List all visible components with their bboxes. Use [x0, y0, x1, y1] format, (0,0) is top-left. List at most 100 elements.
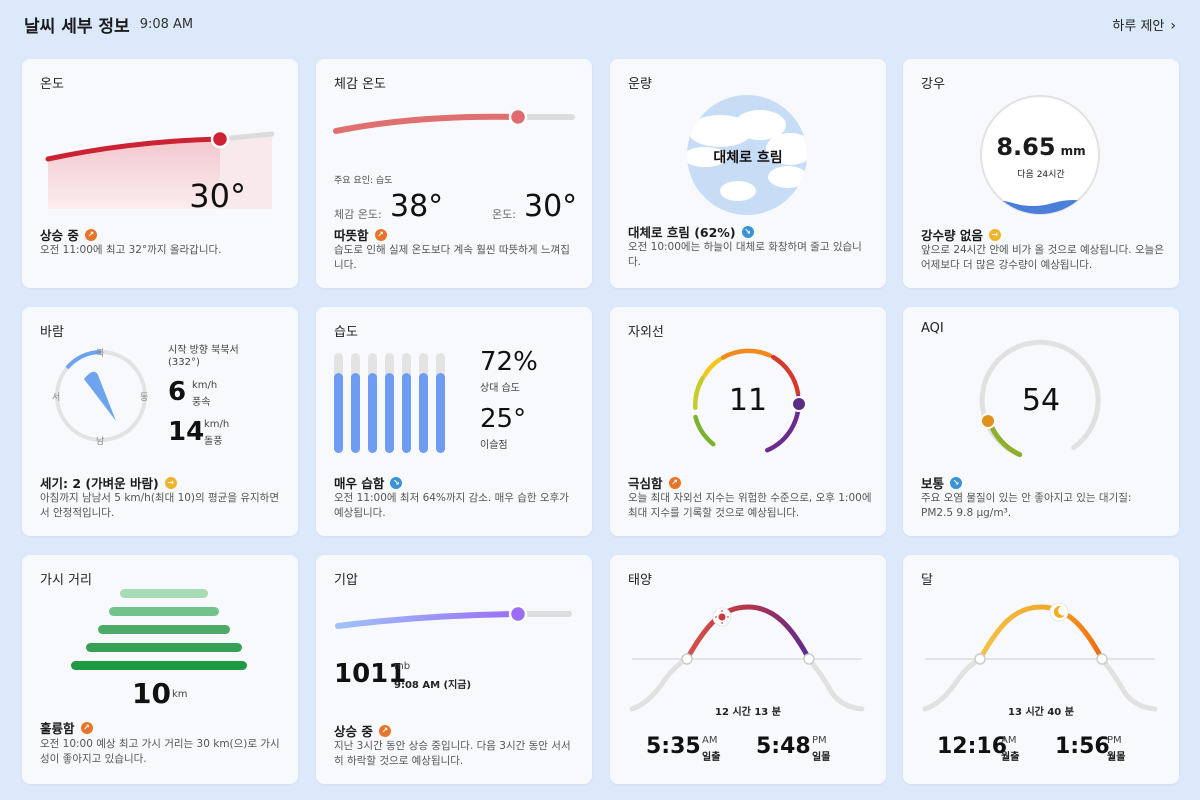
trend-flat-icon: →	[164, 476, 177, 489]
moonrise-label: 월출	[1001, 752, 1020, 763]
card-headline: 세기: 2 (가벼운 바람) →	[40, 473, 177, 492]
pressure-chart	[335, 604, 572, 629]
wind-gust-value: 14	[168, 417, 205, 447]
aqi-value: 54	[1021, 383, 1061, 418]
dew-point-value: 25°	[480, 404, 527, 434]
headline-text: 극심함	[628, 476, 663, 491]
wind-arrow-icon	[84, 371, 116, 421]
compass-south: 남	[96, 437, 105, 447]
humidity-card[interactable]: 습도 72% 상대 습도 25° 이슬점 매우 습함 ↘ 오전 11:00에 최저…	[316, 307, 592, 536]
wind-card[interactable]: 바람 북 남 동 서 시작 방향 북북서 (332°) 6 km/h 풍속 14…	[22, 307, 298, 536]
card-description: 오전 10:00 예상 최고 가시 거리는 30 km(으)로 가시성이 좋아지…	[40, 738, 280, 765]
visibility-unit: km	[172, 689, 188, 700]
sunset-time: 5:48	[756, 734, 811, 759]
visibility-bar	[120, 589, 208, 598]
card-title: 가시 거리	[40, 573, 92, 588]
aqi-card[interactable]: AQI 54 보통 ↘ 주요 오염 물질이 있는 안 좋아지고 있는 대기질: P…	[903, 307, 1179, 536]
sunrise-ampm: AM	[702, 735, 718, 746]
moon-card[interactable]: 달 13 시간 40 분 12:16 AM 월출 1:56 PM 월몰	[903, 555, 1179, 784]
moonrise-marker	[974, 653, 986, 665]
rainfall-graphic	[980, 95, 1100, 215]
headline-text: 대체로 흐림 (62%)	[628, 225, 736, 240]
chevron-right-icon: ›	[1170, 17, 1176, 34]
card-description: 오전 10:00에는 하늘이 대체로 화창하며 줄고 있습니다.	[628, 241, 862, 268]
moonrise-time: 12:16	[937, 734, 1008, 759]
moon-path-chart	[922, 602, 1158, 712]
card-title: 강우	[921, 77, 945, 92]
sun-card[interactable]: 태양 12 시간 13 분 5:35 AM 일출 5:48 PM 일몰	[610, 555, 886, 784]
feels-like-value: 38°	[390, 189, 444, 224]
card-description: 오전 11:00에 최고 32°까지 올라갑니다.	[40, 244, 222, 256]
actual-temp-label: 온도:	[492, 208, 516, 221]
daily-suggestion-label: 하루 제안	[1112, 18, 1165, 34]
wind-direction-arc	[65, 349, 102, 370]
rainfall-card[interactable]: 강우 8.65 mm 다음 24시간 강수량 없음 → 앞으로 24시간 안에 비…	[903, 59, 1179, 288]
humidity-value: 72%	[480, 347, 538, 377]
visibility-card[interactable]: 가시 거리 10 km 훌륭함 ↗ 오전 10:00 예상 최고 가시 거리는 3…	[22, 555, 298, 784]
card-headline: 보통 ↘	[921, 473, 963, 492]
wind-direction-text: 시작 방향 북북서	[168, 345, 239, 356]
headline-text: 따뜻함	[334, 228, 369, 243]
wind-gust-label: 돌풍	[204, 436, 223, 447]
card-description: 아침까지 남남서 5 km/h(최대 10)의 평균을 유지하면서 안정적입니다…	[40, 492, 279, 519]
trend-down-icon: ↘	[741, 225, 754, 238]
card-title: AQI	[921, 321, 944, 336]
cloud-center-label: 대체로 흐림	[713, 150, 783, 166]
card-headline: 상승 중 ↗	[40, 225, 97, 244]
temperature-line	[45, 136, 223, 162]
card-headline: 강수량 없음 →	[921, 225, 1001, 244]
trend-down-icon: ↘	[390, 476, 403, 489]
temperature-chart	[45, 129, 275, 209]
temperature-area-future	[220, 134, 272, 209]
compass-west: 서	[52, 393, 61, 403]
header-time: 9:08 AM	[139, 16, 194, 32]
moon-path-visible	[977, 604, 1105, 661]
pressure-unit: mb	[394, 661, 411, 672]
sunrise-time: 5:35	[646, 734, 701, 759]
headline-text: 강수량 없음	[921, 228, 983, 243]
sun-path-night	[629, 656, 690, 712]
card-description: 습도로 인해 실제 온도보다 계속 훨씬 따뜻하게 느껴집니다.	[334, 244, 570, 271]
card-title: 바람	[40, 325, 64, 340]
trend-up-icon: ↗	[80, 721, 93, 734]
headline-text: 세기: 2 (가벼운 바람)	[40, 476, 159, 491]
page-title: 날씨 세부 정보	[24, 16, 130, 37]
temperature-card[interactable]: 온도 30° 상승 중 ↗ 오전 11:00에 최고 32°까지 올라갑니다.	[22, 59, 298, 288]
rainfall-period: 다음 24시간	[1017, 170, 1065, 180]
pressure-line	[335, 611, 521, 629]
humidity-label: 상대 습도	[480, 383, 520, 394]
wind-gust-unit: km/h	[204, 419, 230, 430]
rainfall-value: 8.65	[996, 133, 1056, 161]
card-title: 기압	[334, 573, 358, 588]
aqi-gauge	[979, 339, 1101, 458]
wind-speed-value: 6	[168, 377, 187, 407]
moonset-time: 1:56	[1055, 734, 1110, 759]
pressure-time: 9:08 AM (지금)	[394, 680, 472, 691]
wind-compass	[55, 349, 147, 442]
dew-point-label: 이슬점	[480, 440, 508, 451]
feels-like-line	[333, 113, 521, 134]
card-title: 달	[921, 573, 933, 588]
cloud-cover-card[interactable]: 운량 대체로 흐림 대체로 흐림 (62%) ↘ 오전 10:00에는 하늘이 대…	[610, 59, 886, 288]
compass-north: 북	[96, 349, 105, 359]
compass-east: 동	[140, 393, 149, 403]
card-headline: 상승 중 ↗	[334, 721, 391, 740]
sunset-marker	[803, 653, 815, 665]
sunrise-marker	[681, 653, 693, 665]
aqi-marker	[980, 413, 996, 429]
pressure-value: 1011	[334, 659, 407, 689]
card-headline: 훌륭함 ↗	[40, 718, 93, 737]
uv-card[interactable]: 자외선 11 극심함 ↗ 오늘 최대 자외선 지수는 위험한 수준으로, 오후 1…	[610, 307, 886, 536]
pressure-card[interactable]: 기압 1011 mb 9:08 AM (지금) 상승 중 ↗ 지난 3시간 동안 …	[316, 555, 592, 784]
daily-suggestion-link[interactable]: 하루 제안 ›	[1112, 15, 1176, 34]
header: 날씨 세부 정보 9:08 AM 하루 제안 ›	[24, 12, 1176, 37]
feels-like-card[interactable]: 체감 온도 주요 요인: 습도 체감 온도: 38° 온도: 30° 따뜻함 ↗ …	[316, 59, 592, 288]
card-description: 지난 3시간 동안 상승 중입니다. 다음 3시간 동안 서서히 하락할 것으로…	[334, 740, 571, 767]
visibility-value: 10	[132, 677, 171, 710]
card-headline: 대체로 흐림 (62%) ↘	[628, 222, 754, 241]
trend-up-icon: ↗	[84, 228, 97, 241]
visibility-graphic	[71, 589, 247, 670]
trend-up-icon: ↗	[668, 476, 681, 489]
trend-up-icon: ↗	[378, 724, 391, 737]
sunset-ampm: PM	[812, 735, 827, 746]
